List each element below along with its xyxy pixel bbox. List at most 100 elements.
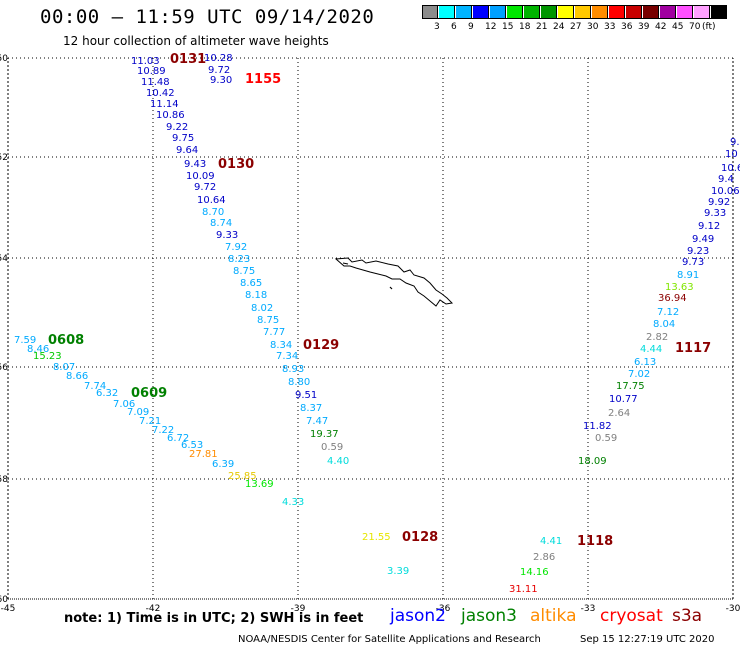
colorbar-label: 33 bbox=[604, 22, 616, 32]
track-time-label: 0608 bbox=[48, 333, 84, 348]
colorbar-swatch bbox=[660, 5, 676, 19]
wave-height-label: 8.74 bbox=[210, 218, 232, 229]
satellite-legend-item: jason3 bbox=[461, 606, 517, 626]
longitude-label: -30 bbox=[726, 604, 740, 614]
latitude-label: -60 bbox=[0, 595, 8, 605]
wave-height-label: 6.39 bbox=[212, 459, 234, 470]
wave-height-label: 6.13 bbox=[634, 357, 656, 368]
colorbar-label: 21 bbox=[536, 22, 548, 32]
satellite-legend-item: jason2 bbox=[390, 606, 446, 626]
wave-height-label: 7.06 bbox=[113, 399, 135, 410]
wave-height-label: 11.14 bbox=[150, 99, 179, 110]
wave-height-label: 6.32 bbox=[96, 388, 118, 399]
wave-height-label: 9.23 bbox=[687, 246, 709, 257]
wave-height-label: 7.22 bbox=[152, 425, 174, 436]
map-grid bbox=[7, 57, 734, 600]
wave-height-label: 11.48 bbox=[141, 77, 170, 88]
colorbar-label: 27 bbox=[570, 22, 582, 32]
wave-height-label: 8.23 bbox=[228, 254, 250, 265]
wave-height-label: 4.41 bbox=[540, 536, 562, 547]
track-time-label: 0128 bbox=[402, 530, 438, 545]
satellite-legend-item: altika bbox=[530, 606, 577, 626]
map-subtitle: 12 hour collection of altimeter wave hei… bbox=[63, 34, 329, 48]
wave-height-label: 14.16 bbox=[520, 567, 549, 578]
colorbar-swatch bbox=[541, 5, 557, 19]
wave-height-label: 13.63 bbox=[665, 282, 694, 293]
colorbar-swatch bbox=[694, 5, 710, 19]
wave-height-label: 11.82 bbox=[583, 421, 612, 432]
wave-height-label: 9.33 bbox=[216, 230, 238, 241]
colorbar-label: 30 bbox=[587, 22, 599, 32]
wave-height-label: 9.22 bbox=[166, 122, 188, 133]
wave-height-label: 8.18 bbox=[245, 290, 267, 301]
wave-height-label: 8.66 bbox=[66, 371, 88, 382]
wave-height-label: 10.42 bbox=[146, 88, 175, 99]
wave-height-label: 9.72 bbox=[208, 65, 230, 76]
colorbar-label: 36 bbox=[621, 22, 633, 32]
footer-note: note: 1) Time is in UTC; 2) SWH is in fe… bbox=[64, 611, 364, 626]
colorbar-label: 18 bbox=[519, 22, 531, 32]
wave-height-label: 7.59 bbox=[14, 335, 36, 346]
latitude-label: -50 bbox=[0, 54, 8, 64]
wave-height-label: 8.75 bbox=[257, 315, 279, 326]
wave-height-label: 10 bbox=[725, 149, 738, 160]
wave-height-label: 4.44 bbox=[640, 344, 662, 355]
wave-height-label: 7.12 bbox=[657, 307, 679, 318]
wave-height-label: 7.47 bbox=[306, 416, 328, 427]
colorbar-label: 3 bbox=[434, 22, 440, 32]
wave-height-label: 8.80 bbox=[288, 377, 310, 388]
wave-height-label: 8.37 bbox=[300, 403, 322, 414]
wave-height-label: 2.64 bbox=[608, 408, 630, 419]
colorbar-swatch bbox=[609, 5, 625, 19]
wave-height-label: 10.09 bbox=[186, 171, 215, 182]
colorbar-label: 70 bbox=[689, 22, 701, 32]
wave-height-label: 9.75 bbox=[172, 133, 194, 144]
track-time-label: 1155 bbox=[245, 72, 281, 87]
wave-height-label: 8.91 bbox=[677, 270, 699, 281]
wave-height-label: 25.85 bbox=[228, 471, 257, 482]
wave-height-label: 9.43 bbox=[184, 159, 206, 170]
colorbar-swatch bbox=[711, 5, 727, 19]
island-fragment-1 bbox=[389, 286, 393, 290]
colorbar-label: 45 bbox=[672, 22, 684, 32]
track-time-label: 0130 bbox=[218, 157, 254, 172]
wave-height-label: 9.72 bbox=[194, 182, 216, 193]
wave-height-label: 19.37 bbox=[310, 429, 339, 440]
wave-height-label: 10.64 bbox=[197, 195, 226, 206]
track-time-label: 1118 bbox=[577, 534, 613, 549]
wave-height-label: 6.53 bbox=[181, 440, 203, 451]
colorbar-swatch bbox=[575, 5, 591, 19]
wave-height-label: 4.40 bbox=[327, 456, 349, 467]
wave-height-label: 4.33 bbox=[282, 497, 304, 508]
wave-height-label: 7.21 bbox=[139, 416, 161, 427]
track-time-label: 0131 bbox=[170, 52, 206, 67]
wave-height-label: 11.03 bbox=[131, 56, 160, 67]
longitude-label: -45 bbox=[1, 604, 16, 614]
colorbar-swatch bbox=[592, 5, 608, 19]
wave-height-label: 3.39 bbox=[387, 566, 409, 577]
colorbar-swatch bbox=[507, 5, 523, 19]
wave-height-label: 10.28 bbox=[204, 53, 233, 64]
wave-height-label: 7.34 bbox=[276, 351, 298, 362]
wave-height-label: 7.77 bbox=[263, 327, 285, 338]
wave-height-label: 27.81 bbox=[189, 449, 218, 460]
colorbar-swatch bbox=[439, 5, 455, 19]
map-title: 00:00 – 11:59 UTC 09/14/2020 bbox=[40, 6, 375, 28]
credit-line: NOAA/NESDIS Center for Satellite Applica… bbox=[238, 634, 541, 645]
longitude-label: -33 bbox=[581, 604, 596, 614]
wave-height-label: 8.04 bbox=[653, 319, 675, 330]
colorbar-swatch bbox=[490, 5, 506, 19]
wave-height-label: 8.75 bbox=[233, 266, 255, 277]
wave-height-label: 9.49 bbox=[692, 234, 714, 245]
wave-height-label: 21.55 bbox=[362, 532, 391, 543]
track-time-labels: 0131 1155 0130 0129 0608 0609 0128 1117 1118 bbox=[48, 52, 711, 549]
wave-height-label: 9.33 bbox=[704, 208, 726, 219]
wave-height-label: 18.09 bbox=[578, 456, 607, 467]
track-time-label: 0609 bbox=[131, 386, 167, 401]
wave-height-label: 9.51 bbox=[295, 390, 317, 401]
colorbar-label: (ft) bbox=[702, 22, 716, 32]
wave-height-label: 9.73 bbox=[682, 257, 704, 268]
island-fragment-2 bbox=[342, 262, 349, 265]
